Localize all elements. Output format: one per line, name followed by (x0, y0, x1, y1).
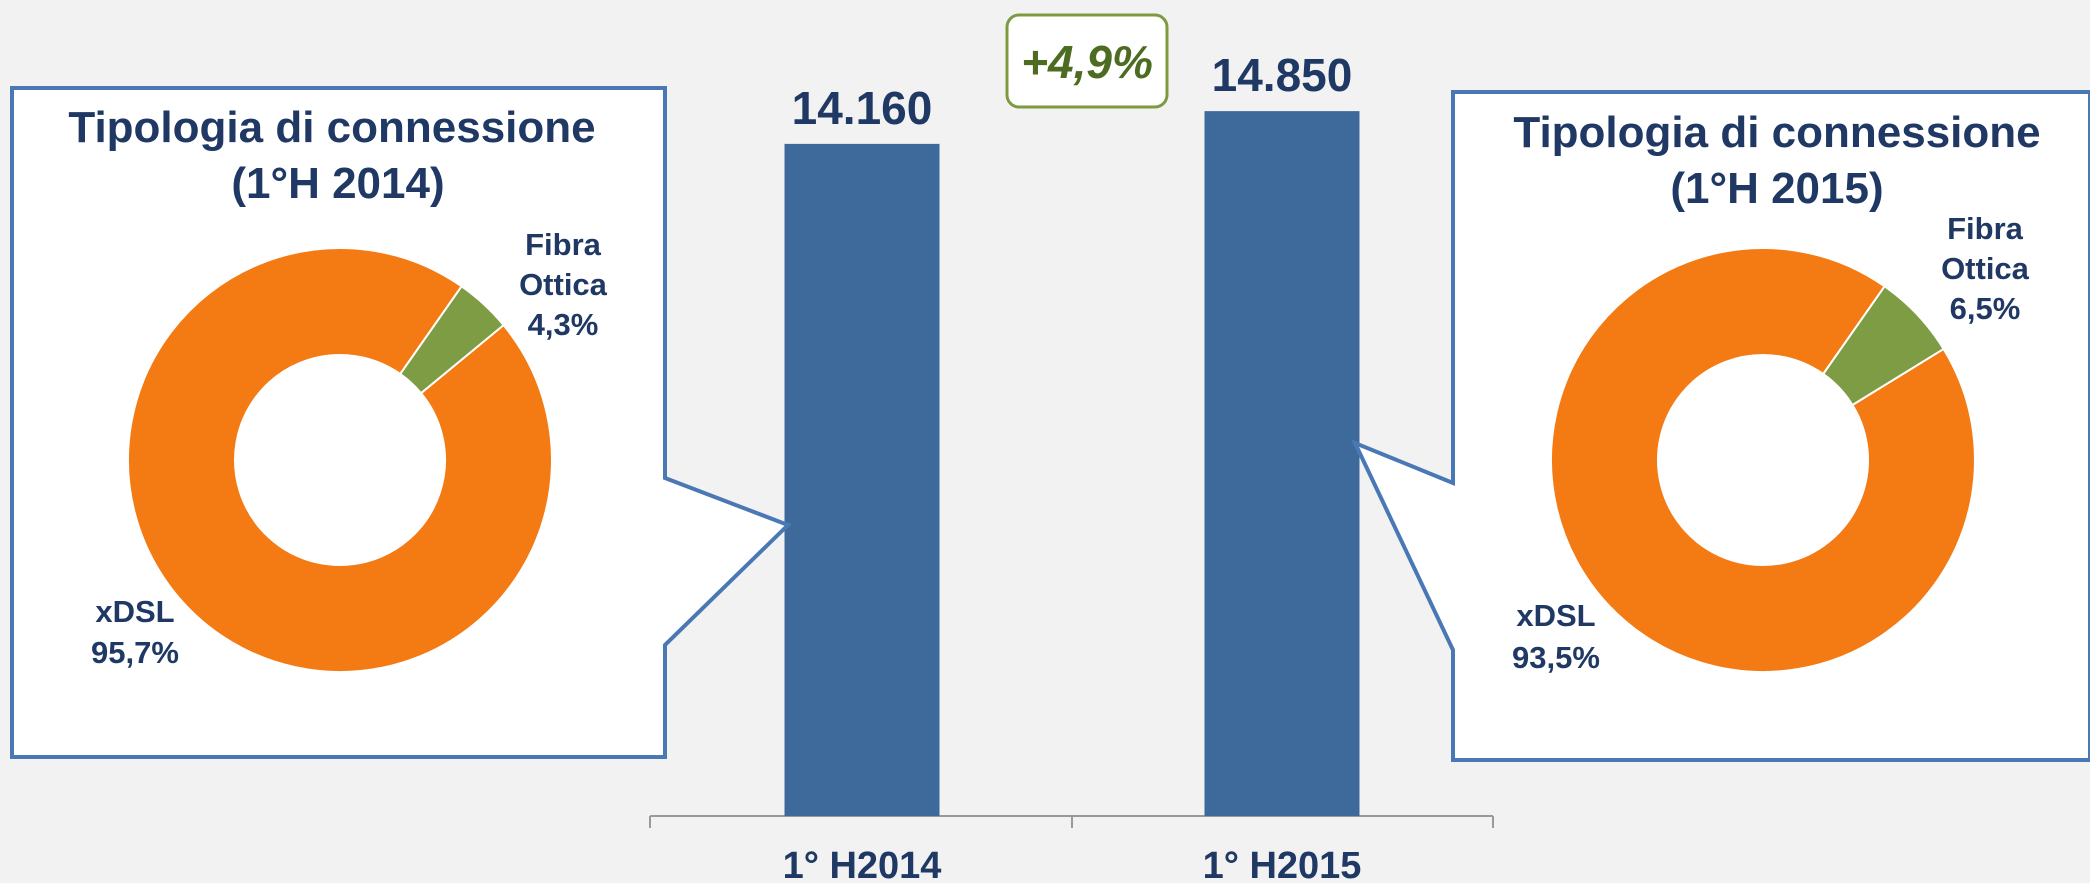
donut-2015-label-xdsl: xDSL (1516, 598, 1595, 633)
donut-title-2015-line2: (1°H 2015) (1670, 164, 1883, 213)
donut-2014-label-xdsl-pct: 95,7% (91, 635, 179, 670)
category-label-1h2015: 1° H2015 (1203, 845, 1362, 883)
donut-2014-slice-fibra-ottica (398, 284, 505, 395)
donut-2014-label-fibra-pct: 4,3% (528, 307, 599, 342)
bar-1h2015 (1204, 111, 1360, 817)
growth-annotation: +4,9% (1005, 13, 1169, 109)
donut-2014 (127, 247, 553, 673)
donut-title-2015-line1: Tipologia di connessione (1513, 108, 2040, 157)
growth-label: +4,9% (1021, 36, 1153, 88)
donut-2014-slice-xdsl (127, 247, 553, 673)
bar-1h2014 (784, 143, 940, 816)
donut-2015 (1550, 247, 1976, 673)
donut-2014-label-fibra: Fibra (525, 227, 602, 262)
donut-2015-label-ottica: Ottica (1941, 251, 2030, 286)
donut-title-2014-line1: Tipologia di connessione (68, 103, 595, 152)
donut-2015-label-fibra: Fibra (1947, 211, 2024, 246)
donut-2014-label-ottica: Ottica (519, 267, 608, 302)
donut-2015-slice-fibra-ottica (1821, 284, 1945, 407)
donut-title-2014-line2: (1°H 2014) (231, 159, 444, 208)
donut-2015-label-xdsl-pct: 93,5% (1512, 640, 1600, 675)
bar-value-label-1h2015: 14.850 (1212, 49, 1353, 101)
category-label-1h2014: 1° H2014 (783, 845, 942, 883)
donut-2014-label-xdsl: xDSL (95, 594, 174, 629)
bar-value-label-1h2014: 14.160 (792, 82, 933, 134)
donut-2015-label-fibra-pct: 6,5% (1950, 291, 2021, 326)
bar-axis (649, 815, 1494, 828)
donut-2015-slice-xdsl (1550, 247, 1976, 673)
